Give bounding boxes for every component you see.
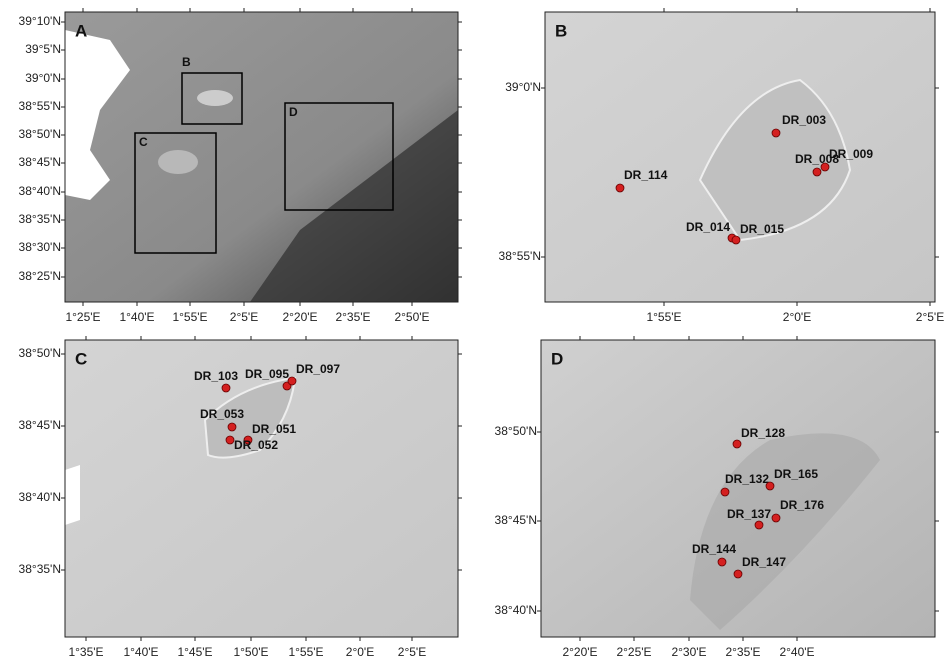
site-label: DR_008 <box>795 152 839 166</box>
panel-label: D <box>551 349 563 368</box>
site-label: DR_053 <box>200 407 244 421</box>
panel-label: A <box>75 21 87 40</box>
relief-dark <box>250 110 458 302</box>
y-tick-label: 38°35'N <box>19 212 61 226</box>
x-tick-label: 1°55'E <box>288 645 323 659</box>
relief <box>158 150 198 174</box>
site-marker <box>732 439 742 449</box>
panel-frame <box>540 339 936 638</box>
site-label: DR_165 <box>774 467 818 481</box>
y-tick-label: 38°30'N <box>19 240 61 254</box>
site-label: DR_052 <box>234 438 278 452</box>
inset-box <box>181 72 243 125</box>
site-marker <box>733 569 743 579</box>
site-label: DR_009 <box>829 147 873 161</box>
x-tick-label: 1°40'E <box>119 310 154 324</box>
relief <box>690 433 880 630</box>
site-label: DR_128 <box>741 426 785 440</box>
x-tick-label: 2°35'E <box>335 310 370 324</box>
y-tick-label: 38°40'N <box>19 490 61 504</box>
x-tick-label: 1°40'E <box>123 645 158 659</box>
panel-label: B <box>555 21 567 40</box>
y-tick-label: 39°0'N <box>25 71 61 85</box>
y-tick-label: 38°25'N <box>19 269 61 283</box>
site-marker <box>227 422 237 432</box>
y-tick-label: 38°45'N <box>19 155 61 169</box>
x-tick-label: 2°0'E <box>346 645 374 659</box>
site-label: DR_097 <box>296 362 340 376</box>
x-tick-label: 2°25'E <box>616 645 651 659</box>
x-tick-label: 1°55'E <box>646 310 681 324</box>
y-tick-label: 39°5'N <box>25 42 61 56</box>
x-tick-label: 2°20'E <box>282 310 317 324</box>
site-label: DR_114 <box>624 168 668 182</box>
x-tick-label: 1°45'E <box>177 645 212 659</box>
inset-label: D <box>289 105 298 119</box>
site-marker <box>717 557 727 567</box>
y-tick-label: 38°55'N <box>499 249 541 263</box>
site-marker <box>765 481 775 491</box>
y-tick-label: 38°40'N <box>19 184 61 198</box>
y-tick-label: 38°45'N <box>495 513 537 527</box>
site-label: DR_003 <box>782 113 826 127</box>
site-label: DR_132 <box>725 472 769 486</box>
site-marker <box>225 435 235 445</box>
panel-frame <box>544 11 936 303</box>
site-marker <box>771 513 781 523</box>
x-tick-label: 2°0'E <box>783 310 811 324</box>
y-tick-label: 38°50'N <box>495 424 537 438</box>
y-tick-label: 39°0'N <box>505 80 541 94</box>
site-marker <box>615 183 625 193</box>
site-label: DR_103 <box>194 369 238 383</box>
y-tick-label: 38°55'N <box>19 99 61 113</box>
y-tick-label: 39°10'N <box>19 14 61 28</box>
x-tick-label: 2°40'E <box>779 645 814 659</box>
site-label: DR_147 <box>742 555 786 569</box>
site-marker <box>812 167 822 177</box>
x-tick-label: 1°35'E <box>68 645 103 659</box>
site-label: DR_015 <box>740 222 784 236</box>
panel-label: C <box>75 349 87 368</box>
site-marker <box>754 520 764 530</box>
x-tick-label: 2°50'E <box>394 310 429 324</box>
x-tick-label: 2°5'E <box>916 310 944 324</box>
y-tick-label: 38°35'N <box>19 562 61 576</box>
site-marker <box>287 376 297 386</box>
x-tick-label: 2°20'E <box>562 645 597 659</box>
site-label: DR_051 <box>252 422 296 436</box>
site-label: DR_014 <box>686 220 730 234</box>
x-tick-label: 2°5'E <box>230 310 258 324</box>
site-marker <box>720 487 730 497</box>
inset-label: B <box>182 55 191 69</box>
site-marker <box>731 235 741 245</box>
relief <box>197 90 233 106</box>
site-label: DR_095 <box>245 367 289 381</box>
x-tick-label: 2°35'E <box>725 645 760 659</box>
relief <box>698 78 852 242</box>
land <box>65 465 80 525</box>
site-label: DR_176 <box>780 498 824 512</box>
site-label: DR_144 <box>692 542 736 556</box>
x-tick-label: 1°55'E <box>172 310 207 324</box>
x-tick-label: 2°30'E <box>671 645 706 659</box>
inset-box <box>284 102 394 211</box>
site-label: DR_137 <box>727 507 771 521</box>
inset-box <box>134 132 217 254</box>
land <box>65 30 130 200</box>
site-marker <box>243 435 253 445</box>
y-tick-label: 38°45'N <box>19 418 61 432</box>
site-marker <box>221 383 231 393</box>
x-tick-label: 2°5'E <box>398 645 426 659</box>
site-marker <box>771 128 781 138</box>
inset-label: C <box>139 135 148 149</box>
y-tick-label: 38°40'N <box>495 603 537 617</box>
x-tick-label: 1°25'E <box>65 310 100 324</box>
x-tick-label: 1°50'E <box>233 645 268 659</box>
y-tick-label: 38°50'N <box>19 127 61 141</box>
panel-frame <box>64 339 459 638</box>
panel-frame <box>64 11 459 303</box>
site-marker <box>820 162 830 172</box>
y-tick-label: 38°50'N <box>19 346 61 360</box>
